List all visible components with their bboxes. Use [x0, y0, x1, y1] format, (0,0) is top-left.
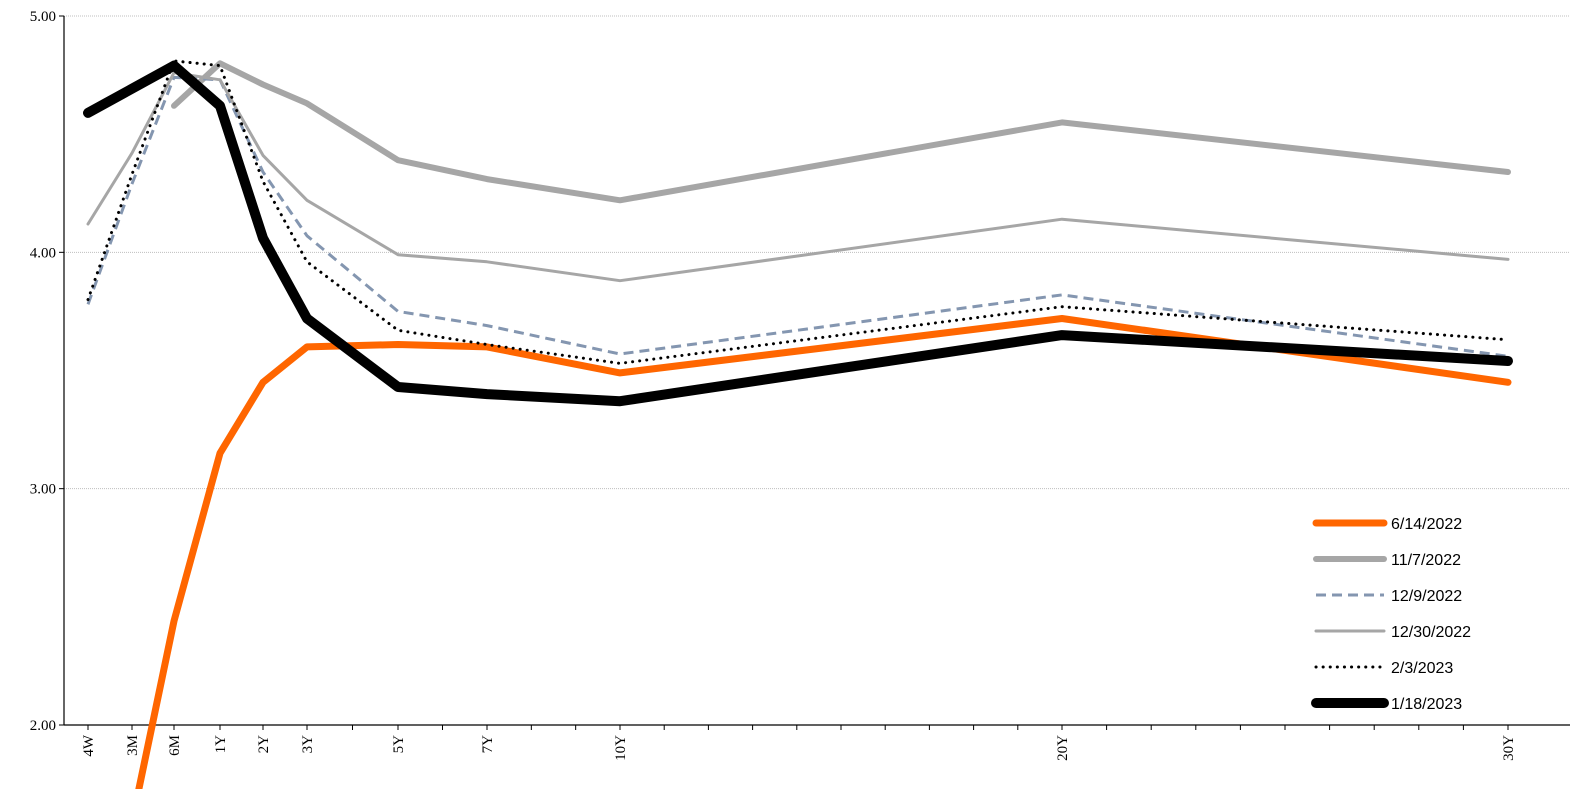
x-tick-label: 4W — [81, 734, 97, 757]
y-tick-label: 4.00 — [30, 245, 56, 261]
axes: 2.00 3.00 4.00 5.00 4W 3M 6M 1Y 2Y 3Y 5Y 7Y 10Y 20Y 30… — [30, 9, 1570, 761]
x-tick-label: 6M — [167, 735, 183, 756]
series-lines — [83, 59, 1513, 789]
x-tick-label: 2Y — [256, 735, 272, 754]
series-line-1 — [171, 60, 1511, 204]
x-tick-label: 5Y — [391, 735, 407, 754]
legend-label-4: 2/3/2023 — [1391, 660, 1453, 677]
y-tick-label: 3.00 — [30, 482, 56, 498]
y-tick-label: 5.00 — [30, 9, 56, 25]
legend: 6/14/2022 11/7/2022 12/9/2022 12/30/2022 2/3… — [1311, 516, 1471, 713]
series-line-2 — [86, 75, 1509, 358]
legend-label-5: 1/18/2023 — [1391, 696, 1462, 713]
x-tick-label: 1Y — [213, 735, 229, 754]
legend-label-2: 12/9/2022 — [1391, 588, 1462, 605]
legend-label-1: 11/7/2022 — [1391, 552, 1461, 569]
x-tick-label: 30Y — [1501, 735, 1517, 761]
series-line-5 — [83, 60, 1513, 407]
x-tick-label: 3M — [125, 735, 141, 756]
x-tick-label: 10Y — [613, 735, 629, 761]
x-tick-label: 7Y — [480, 735, 496, 754]
series-line-4 — [86, 59, 1510, 365]
y-tick-label: 2.00 — [30, 718, 56, 734]
legend-label-0: 6/14/2022 — [1391, 516, 1462, 533]
series-line-0 — [135, 315, 1512, 789]
x-tick-label: 3Y — [300, 735, 316, 754]
legend-label-3: 12/30/2022 — [1391, 624, 1471, 641]
x-tick-label: 20Y — [1055, 735, 1071, 761]
